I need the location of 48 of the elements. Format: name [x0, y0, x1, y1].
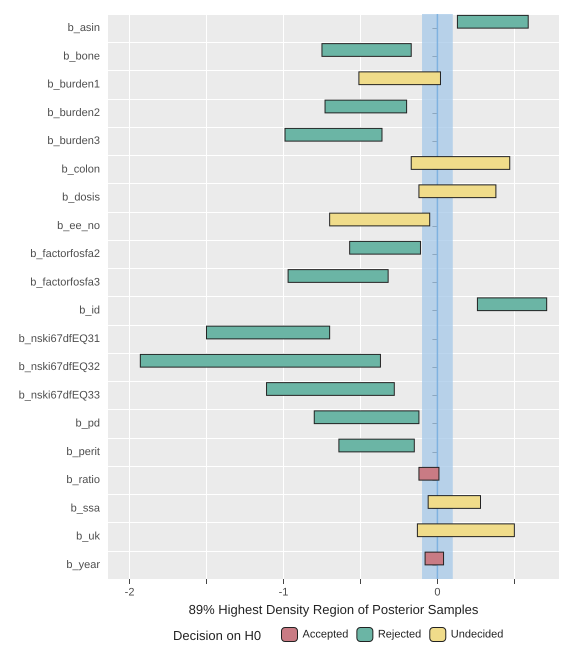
- y-tick-label: b_dosis: [62, 192, 100, 204]
- bar: [456, 14, 529, 29]
- bar: [324, 100, 408, 114]
- y-tick-label: b_perit: [66, 446, 100, 458]
- y-tick-label: b_burden3: [47, 135, 100, 148]
- y-tick-label: b_ee_no: [57, 220, 100, 232]
- bar: [321, 43, 412, 57]
- y-tick-label: b_factorfosfa2: [30, 248, 100, 260]
- bar: [418, 466, 440, 481]
- y-tick-label: b_ratio: [66, 474, 100, 486]
- y-tick-label: b_nski67dfEQ31: [18, 332, 100, 345]
- bar: [358, 71, 441, 86]
- x-tick-label: -2: [124, 586, 134, 598]
- y-tick-label: b_uk: [76, 530, 100, 543]
- y-tick-label: b_nski67dfEQ33: [18, 389, 100, 402]
- bar: [416, 523, 515, 538]
- bar: [424, 552, 444, 566]
- y-tick-label: b_nski67dfEQ32: [18, 361, 100, 374]
- bar: [140, 354, 381, 368]
- bar: [329, 212, 430, 226]
- legend-title: Decision on H0: [173, 628, 262, 643]
- y-tick-label: b_bone: [63, 50, 100, 62]
- bar: [266, 382, 395, 396]
- bar: [314, 410, 420, 424]
- bar: [349, 240, 421, 255]
- y-tick-label: b_colon: [61, 163, 100, 176]
- bar: [476, 297, 548, 312]
- y-tick-label: b_pd: [76, 418, 100, 430]
- bar: [206, 326, 330, 340]
- x-tick-label: -1: [278, 586, 288, 598]
- y-tick-label: b_asin: [68, 22, 100, 34]
- y-tick-label: b_id: [79, 304, 100, 317]
- bar: [428, 495, 481, 509]
- bar: [410, 156, 510, 170]
- y-tick-label: b_year: [66, 558, 100, 571]
- bar: [288, 269, 389, 283]
- bar: [418, 184, 496, 198]
- y-tick-label: b_factorfosfa3: [30, 276, 100, 288]
- y-tick-label: b_burden2: [47, 106, 100, 119]
- x-axis-title: 89% Highest Density Region of Posterior Samples: [188, 602, 479, 617]
- legend-label: Rejected: [378, 628, 422, 640]
- y-tick-label: b_burden1: [47, 78, 100, 91]
- x-tick-label: 0: [434, 586, 440, 598]
- bar: [284, 128, 382, 142]
- legend-label: Undecided: [450, 628, 504, 640]
- bar: [338, 438, 415, 452]
- y-tick-label: b_ssa: [70, 502, 101, 514]
- legend-label: Accepted: [302, 628, 348, 640]
